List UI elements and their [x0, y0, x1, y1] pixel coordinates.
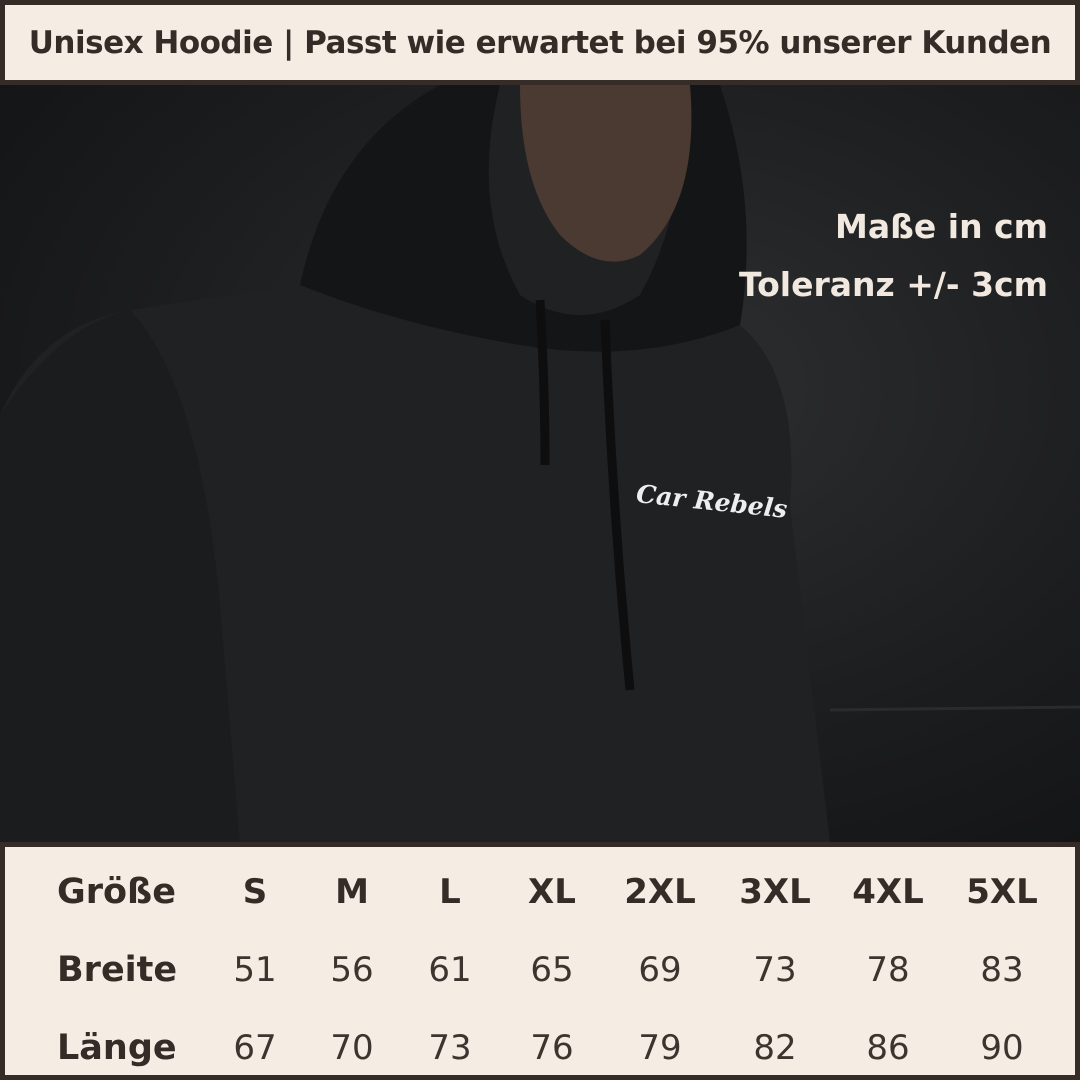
row-label-width: Breite [57, 950, 178, 990]
product-photo: Car Rebels Maße in cm Toleranz +/- 3cm [0, 85, 1080, 842]
row-label-size: Größe [57, 872, 176, 912]
width-cell: 51 [233, 950, 277, 990]
length-cell: 86 [866, 1028, 910, 1068]
width-cell: 73 [753, 950, 797, 990]
length-cell: 70 [330, 1028, 374, 1068]
size-cell: M [335, 872, 369, 912]
length-cell: 76 [530, 1028, 574, 1068]
width-cell: 56 [330, 950, 374, 990]
title-banner: Unisex Hoodie | Passt wie erwartet bei 9… [0, 0, 1080, 85]
tolerance-note: Toleranz +/- 3cm [738, 265, 1048, 304]
length-cell: 82 [753, 1028, 797, 1068]
length-row: Länge 67 70 73 76 79 82 86 90 [5, 1023, 1075, 1073]
row-label-length: Länge [57, 1028, 177, 1068]
units-note: Maße in cm [835, 207, 1048, 246]
length-cell: 79 [638, 1028, 682, 1068]
width-cell: 83 [980, 950, 1024, 990]
size-header-row: Größe S M L XL 2XL 3XL 4XL 5XL [5, 867, 1075, 917]
size-cell: 3XL [739, 872, 811, 912]
size-cell: 5XL [966, 872, 1038, 912]
size-cell: 2XL [624, 872, 696, 912]
width-cell: 65 [530, 950, 574, 990]
width-row: Breite 51 56 61 65 69 73 78 83 [5, 945, 1075, 995]
size-table: Größe S M L XL 2XL 3XL 4XL 5XL Breite 51… [0, 842, 1080, 1080]
width-cell: 78 [866, 950, 910, 990]
title-text: Unisex Hoodie | Passt wie erwartet bei 9… [28, 24, 1052, 61]
size-cell: S [242, 872, 268, 912]
width-cell: 69 [638, 950, 682, 990]
length-cell: 90 [980, 1028, 1024, 1068]
hoodie-model-illustration [0, 85, 1080, 842]
length-cell: 67 [233, 1028, 277, 1068]
size-cell: 4XL [852, 872, 924, 912]
width-cell: 61 [428, 950, 472, 990]
size-cell: XL [528, 872, 576, 912]
length-cell: 73 [428, 1028, 472, 1068]
size-cell: L [439, 872, 461, 912]
